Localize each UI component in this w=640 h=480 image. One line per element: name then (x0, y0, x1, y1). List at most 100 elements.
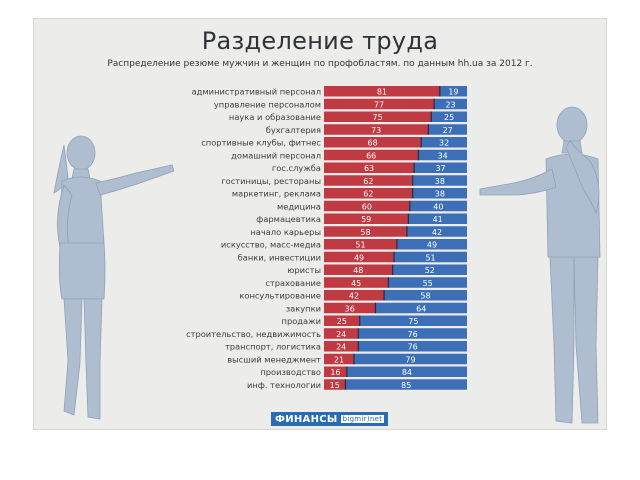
value-label-blue-14: 52 (425, 266, 435, 275)
value-label-red-3: 73 (371, 126, 381, 135)
bar-red-11 (324, 226, 407, 237)
value-label-blue-10: 41 (433, 215, 443, 224)
value-label-red-10: 59 (361, 215, 371, 224)
value-label-red-19: 24 (336, 330, 346, 339)
bar-blue-3 (428, 124, 467, 135)
bar-red-9 (324, 200, 410, 212)
category-label-23: инф. технологии (247, 380, 321, 390)
bar-red-14 (324, 264, 393, 275)
bar-blue-23 (345, 379, 467, 390)
value-label-blue-18: 75 (408, 317, 418, 326)
bar-blue-0 (439, 86, 467, 97)
category-label-22: производство (260, 367, 321, 377)
category-label-0: административный персонал (192, 87, 321, 97)
bar-red-5 (324, 149, 419, 161)
bar-blue-15 (388, 277, 467, 288)
value-label-red-23: 15 (330, 381, 340, 390)
bar-blue-19 (358, 328, 467, 339)
bar-red-23 (324, 379, 346, 390)
bar-red-18 (324, 315, 360, 326)
category-label-19: строительство, недвижимость (186, 329, 321, 339)
category-label-2: наука и образование (229, 112, 321, 122)
value-label-red-17: 36 (345, 304, 355, 313)
value-label-blue-19: 76 (408, 330, 418, 339)
bar-blue-9 (409, 200, 467, 212)
value-label-red-6: 63 (364, 164, 374, 173)
value-label-blue-13: 51 (425, 253, 435, 262)
bar-blue-11 (406, 226, 467, 237)
bar-blue-18 (359, 315, 467, 326)
value-label-red-16: 42 (349, 292, 359, 301)
value-label-red-5: 66 (366, 151, 376, 160)
category-label-3: бухгалтерия (266, 125, 321, 135)
value-label-red-15: 45 (351, 279, 361, 288)
bar-red-0 (324, 86, 440, 97)
bar-blue-2 (431, 111, 467, 122)
bar-red-1 (324, 98, 435, 110)
value-label-red-1: 77 (374, 100, 384, 109)
bar-red-12 (324, 239, 397, 250)
bar-red-8 (324, 188, 413, 199)
value-label-blue-22: 84 (402, 368, 412, 377)
bar-blue-10 (408, 213, 467, 224)
woman-figure-icon (53, 135, 175, 420)
value-label-red-9: 60 (362, 202, 372, 211)
bar-red-20 (324, 341, 359, 352)
category-label-17: закупки (286, 303, 321, 313)
man-figure-icon (479, 106, 601, 424)
bar-red-10 (324, 213, 409, 224)
category-label-10: фармацевтика (256, 214, 321, 224)
value-label-blue-11: 42 (432, 228, 442, 237)
value-label-red-4: 68 (368, 139, 378, 148)
category-label-21: высший менеджмент (227, 354, 321, 364)
bar-red-7 (324, 175, 413, 186)
bar-red-22 (324, 366, 347, 377)
category-label-7: гостиницы, рестораны (221, 176, 321, 186)
value-label-red-13: 49 (354, 253, 364, 262)
value-label-blue-15: 55 (423, 279, 433, 288)
value-label-blue-6: 37 (435, 164, 445, 173)
category-label-13: банки, инвестиции (238, 252, 321, 262)
category-label-9: медицина (277, 201, 321, 211)
bar-blue-21 (354, 353, 467, 365)
bar-red-2 (324, 111, 432, 122)
value-label-blue-5: 34 (438, 151, 448, 160)
chart-title: Разделение труда (201, 27, 439, 55)
logo-text: ФИНАНСЫ (275, 413, 338, 425)
value-label-blue-7: 38 (435, 177, 445, 186)
bar-red-17 (324, 302, 376, 314)
value-label-red-18: 25 (337, 317, 347, 326)
value-label-blue-23: 85 (401, 381, 411, 390)
value-label-red-12: 51 (355, 241, 365, 250)
value-label-blue-8: 38 (435, 190, 445, 199)
category-label-5: домашний персонал (231, 150, 321, 160)
category-label-6: гос.служба (272, 163, 321, 173)
bar-blue-12 (396, 239, 467, 250)
value-label-red-14: 48 (353, 266, 363, 275)
value-label-red-21: 21 (334, 355, 344, 364)
category-label-11: начало карьеры (250, 227, 321, 237)
bar-blue-16 (384, 290, 467, 301)
category-label-12: искусство, масс-медиа (221, 240, 321, 250)
bar-blue-6 (414, 162, 467, 173)
bar-blue-7 (412, 175, 467, 186)
value-label-red-7: 62 (363, 177, 373, 186)
value-label-red-0: 81 (377, 88, 387, 97)
value-label-blue-1: 23 (445, 100, 455, 109)
category-label-8: маркетинг, реклама (232, 189, 321, 199)
category-label-1: управление персоналом (214, 99, 321, 109)
bar-blue-8 (412, 188, 467, 199)
chart-subtitle: Распределение резюме мужчин и женщин по … (107, 59, 533, 69)
value-label-blue-20: 76 (408, 343, 418, 352)
bar-blue-13 (394, 251, 467, 263)
value-label-blue-2: 25 (444, 113, 454, 122)
bar-red-6 (324, 162, 415, 173)
category-label-14: юристы (287, 265, 321, 275)
bar-blue-14 (392, 264, 467, 275)
value-label-blue-17: 64 (416, 304, 426, 313)
value-label-red-11: 58 (360, 228, 370, 237)
value-label-blue-16: 58 (420, 292, 430, 301)
value-label-blue-12: 49 (427, 241, 437, 250)
category-label-4: спортивные клубы, фитнес (201, 138, 321, 148)
bar-blue-4 (421, 137, 467, 148)
